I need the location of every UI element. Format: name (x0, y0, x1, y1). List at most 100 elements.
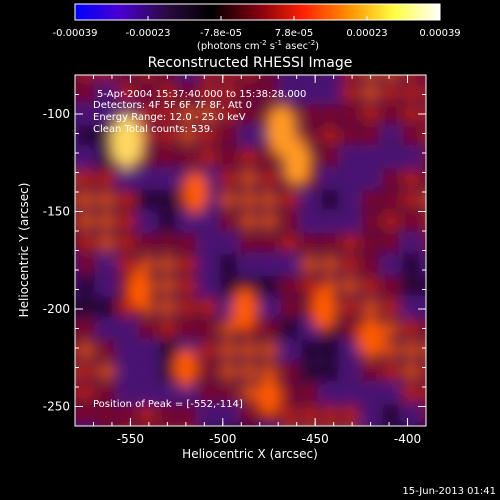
heatmap-cell (361, 83, 380, 102)
colorbar-tick-label: -0.00023 (126, 28, 171, 39)
heatmap-cell (280, 190, 299, 209)
heatmap-cell (117, 169, 136, 188)
heatmap-cell (300, 340, 319, 359)
heatmap-cell (341, 383, 360, 402)
heatmap-cell (98, 75, 115, 81)
heatmap-cell (158, 212, 177, 231)
heatmap-cell (341, 340, 360, 359)
heatmap-cell (422, 214, 426, 229)
heatmap-cell (77, 298, 96, 317)
heatmap-cell (361, 190, 380, 209)
heatmap-cell (381, 169, 400, 188)
heatmap-cell (138, 319, 157, 338)
heatmap-cell (117, 190, 136, 209)
heatmap-cell (259, 190, 278, 209)
heatmap-hotspot (172, 347, 199, 388)
heatmap-cell (178, 319, 197, 338)
heatmap-cell (199, 383, 218, 402)
heatmap-cell (402, 83, 421, 102)
heatmap-cell (259, 319, 278, 338)
heatmap-cell (199, 405, 218, 424)
heatmap-cell (239, 105, 258, 123)
heatmap-cell (158, 147, 177, 166)
heatmap-cell (280, 298, 299, 317)
heatmap-cell (361, 298, 380, 317)
heatmap-hotspot (310, 287, 339, 331)
heatmap-cell (158, 105, 177, 123)
heatmap-cell (77, 212, 96, 231)
heatmap-cell (361, 105, 380, 123)
heatmap-cell (381, 319, 400, 338)
heatmap-cell (239, 83, 258, 102)
heatmap-cell (422, 257, 426, 272)
heatmap-cell (402, 276, 421, 295)
heatmap-cell (138, 212, 157, 231)
heatmap-cell (300, 383, 319, 402)
heatmap-cell (77, 83, 96, 102)
heatmap-cell (138, 405, 157, 424)
heatmap-hotspot (109, 113, 144, 170)
heatmap-cell (402, 298, 421, 317)
heatmap-cell (381, 212, 400, 231)
heatmap-cell (320, 126, 339, 145)
heatmap-cell (381, 255, 400, 274)
heatmap-cell (219, 383, 238, 402)
heatmap-cell (422, 235, 426, 250)
heatmap-cell (341, 212, 360, 231)
heatmap-cell (178, 405, 197, 424)
heatmap-cell (77, 405, 96, 424)
heatmap-cell (280, 427, 298, 445)
heatmap-cell (280, 233, 299, 252)
heatmap-cell (361, 383, 380, 402)
heatmap-cell (97, 405, 116, 424)
heatmap-cell (402, 212, 421, 231)
heatmap-cell (138, 362, 157, 381)
heatmap-cell (178, 83, 197, 102)
heatmap-cell (423, 75, 426, 79)
heatmap-cell (361, 169, 380, 188)
heatmap-cell (381, 233, 400, 252)
heatmap-cell (239, 169, 258, 188)
heatmap-cell (117, 212, 136, 231)
heatmap-cell (77, 362, 96, 381)
footer-timestamp: 15-Jun-2013 01:41 (402, 486, 496, 497)
heatmap-cell (57, 362, 75, 380)
heatmap-cell (179, 75, 196, 81)
heatmap-cell (280, 405, 299, 424)
heatmap-cell (199, 319, 218, 338)
heatmap-cell (422, 192, 426, 207)
heatmap-cell (77, 233, 96, 252)
heatmap-cell (199, 212, 218, 231)
colorbar (74, 3, 441, 21)
heatmap-cell (381, 147, 400, 166)
annotation-time: 5-Apr-2004 15:37:40.000 to 15:38:28.000 (97, 89, 306, 100)
heatmap-cell (117, 383, 136, 402)
heatmap-cell (280, 255, 299, 274)
heatmap-cell (320, 362, 339, 381)
heatmap-cell (240, 75, 257, 81)
colorbar-tick-label: 7.8e-05 (275, 28, 313, 39)
heatmap-cell (422, 278, 426, 293)
heatmap-cell (422, 342, 426, 358)
heatmap-cell (341, 190, 360, 209)
heatmap-cell (179, 427, 197, 445)
heatmap-cell (260, 427, 278, 445)
heatmap-cell (138, 190, 157, 209)
heatmap-cell (402, 190, 421, 209)
heatmap-cell (178, 276, 197, 295)
heatmap-cell (97, 255, 116, 274)
heatmap-cell (239, 255, 258, 274)
heatmap-cell (199, 83, 218, 102)
heatmap-cell (219, 319, 238, 338)
heatmap-cell (402, 255, 421, 274)
heatmap-cell (97, 169, 116, 188)
heatmap-cell (57, 234, 75, 252)
heatmap-cell (259, 276, 278, 295)
heatmap-cell (259, 169, 278, 188)
heatmap-cell (158, 340, 177, 359)
heatmap-cell (138, 233, 157, 252)
heatmap-cell (219, 83, 238, 102)
heatmap-cell (158, 190, 177, 209)
heatmap-cell (97, 362, 116, 381)
